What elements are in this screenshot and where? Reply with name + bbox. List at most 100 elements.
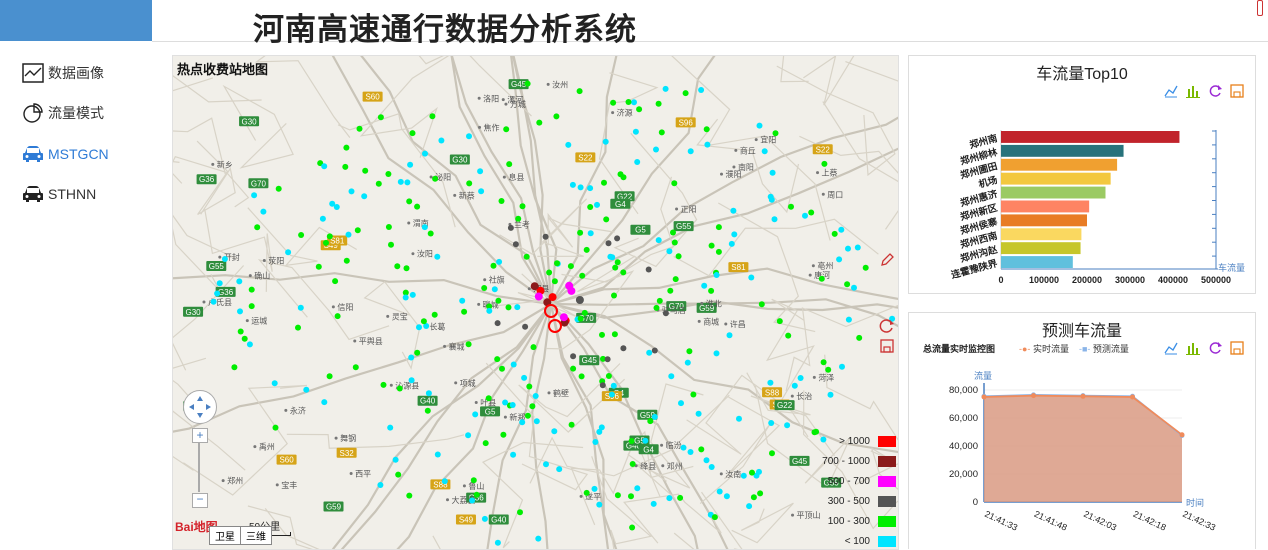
toll-station-dot[interactable]: [402, 289, 409, 296]
line-chart-icon[interactable]: [1164, 84, 1178, 98]
bar[interactable]: [1001, 200, 1090, 213]
toll-station-dot[interactable]: [519, 203, 526, 210]
toll-station-dot[interactable]: [756, 122, 763, 129]
toll-station-dot[interactable]: [221, 256, 228, 262]
data-point[interactable]: [1031, 393, 1036, 399]
toll-station-dot[interactable]: [839, 363, 845, 370]
toll-station-dot[interactable]: [687, 449, 694, 455]
toll-station-dot[interactable]: [321, 399, 328, 406]
toll-station-dot[interactable]: [592, 439, 599, 445]
toll-station-dot[interactable]: [523, 253, 530, 260]
toll-station-dot[interactable]: [620, 174, 627, 181]
toll-station-dot[interactable]: [502, 399, 509, 406]
toll-station-dot[interactable]: [889, 315, 896, 322]
toll-station-dot[interactable]: [594, 201, 600, 208]
toll-station-dot[interactable]: [598, 424, 605, 431]
bar[interactable]: [1001, 214, 1087, 227]
toll-station-dot[interactable]: [625, 99, 632, 105]
toll-station-dot[interactable]: [708, 242, 715, 249]
refresh-icon[interactable]: [879, 318, 895, 334]
toll-station-dot[interactable]: [666, 248, 673, 255]
toll-station-dot[interactable]: [690, 391, 697, 398]
toll-station-dot[interactable]: [431, 311, 438, 318]
toll-station-dot[interactable]: [577, 184, 584, 191]
toll-station-dot[interactable]: [784, 422, 791, 429]
legend-item[interactable]: 300 - 500: [828, 496, 896, 507]
bar-group[interactable]: [1001, 214, 1087, 227]
toll-station-dot[interactable]: [342, 163, 349, 170]
toll-station-dot[interactable]: [472, 411, 479, 418]
toll-station-dot[interactable]: [387, 424, 394, 431]
toll-station-dot[interactable]: [275, 185, 282, 192]
toll-station-dot[interactable]: [499, 365, 505, 372]
toll-station-dot[interactable]: [753, 472, 760, 479]
toll-station-dot[interactable]: [723, 493, 730, 500]
toll-station-dot[interactable]: [251, 192, 258, 199]
toll-station-dot[interactable]: [481, 515, 488, 522]
toll-station-dot[interactable]: [607, 253, 614, 260]
toll-station-dot[interactable]: [427, 230, 434, 237]
toll-station-dot[interactable]: [356, 125, 363, 132]
toll-station-dot[interactable]: [726, 332, 733, 339]
toll-station-dot[interactable]: [530, 282, 539, 291]
toll-station-dot[interactable]: [740, 472, 747, 479]
toll-station-dot[interactable]: [578, 373, 585, 380]
toll-station-dot[interactable]: [703, 126, 710, 133]
toll-station-dot[interactable]: [672, 276, 679, 283]
toll-station-dot[interactable]: [553, 113, 560, 120]
toll-station-dot[interactable]: [380, 381, 387, 388]
toll-station-dot[interactable]: [827, 391, 834, 398]
toll-station-dot[interactable]: [424, 407, 431, 414]
toll-station-dot[interactable]: [631, 99, 637, 106]
toll-station-dot[interactable]: [422, 150, 428, 157]
toll-station-hotspot[interactable]: [544, 304, 558, 318]
legend-item[interactable]: -■- 预测流量: [1078, 344, 1129, 354]
toll-station-dot[interactable]: [713, 350, 720, 357]
toll-station-dot[interactable]: [583, 246, 590, 253]
toll-station-dot[interactable]: [653, 304, 660, 311]
toll-station-dot[interactable]: [323, 239, 329, 246]
bar-group[interactable]: [1001, 228, 1082, 241]
toll-station-dot[interactable]: [421, 224, 428, 231]
toll-station-dot[interactable]: [642, 437, 649, 444]
toll-station-dot[interactable]: [521, 374, 528, 381]
toll-station-dot[interactable]: [612, 264, 619, 271]
toll-station-dot[interactable]: [551, 428, 558, 435]
toll-station-dot[interactable]: [536, 119, 543, 126]
toll-station-dot[interactable]: [298, 232, 305, 238]
toll-station-dot[interactable]: [237, 328, 244, 335]
toll-station-dot[interactable]: [404, 179, 411, 186]
map-canvas[interactable]: G5 G22 G30 G36 G40 G45 G55 G59 G70 G4 S22 S32 S49 S60…: [173, 56, 898, 549]
toll-station-dot[interactable]: [577, 315, 584, 322]
toll-station-dot[interactable]: [394, 263, 401, 270]
toll-station-dot[interactable]: [662, 85, 669, 92]
toll-station-dot[interactable]: [409, 130, 416, 137]
toll-station-dot[interactable]: [604, 356, 611, 363]
toll-station-dot[interactable]: [611, 292, 617, 299]
toll-station-dot[interactable]: [610, 99, 617, 106]
toll-station-dot[interactable]: [486, 307, 493, 314]
bar[interactable]: [1001, 186, 1106, 199]
toll-station-dot[interactable]: [260, 208, 267, 215]
toll-station-dot[interactable]: [579, 272, 586, 279]
toll-station-dot[interactable]: [651, 413, 658, 420]
toll-station-dot[interactable]: [802, 212, 808, 219]
toll-station-dot[interactable]: [750, 494, 757, 501]
data-point[interactable]: [1130, 394, 1135, 400]
toll-station-dot[interactable]: [216, 280, 223, 287]
toll-station-dot[interactable]: [610, 382, 617, 389]
toll-station-dot[interactable]: [403, 265, 410, 272]
toll-station-dot[interactable]: [556, 466, 563, 473]
toll-station-dot[interactable]: [646, 349, 653, 356]
toll-station-dot[interactable]: [466, 133, 472, 140]
toll-station-dot[interactable]: [771, 216, 778, 223]
toll-station-dot[interactable]: [838, 226, 845, 233]
toll-station-dot[interactable]: [587, 230, 594, 237]
toll-station-dot[interactable]: [575, 296, 584, 304]
bar[interactable]: [1001, 172, 1111, 185]
toll-station-dot[interactable]: [581, 309, 588, 316]
toll-station-dot[interactable]: [854, 244, 861, 251]
toll-station-dot[interactable]: [414, 349, 421, 356]
toll-station-dot[interactable]: [526, 383, 533, 390]
toll-station-dot[interactable]: [303, 386, 310, 393]
